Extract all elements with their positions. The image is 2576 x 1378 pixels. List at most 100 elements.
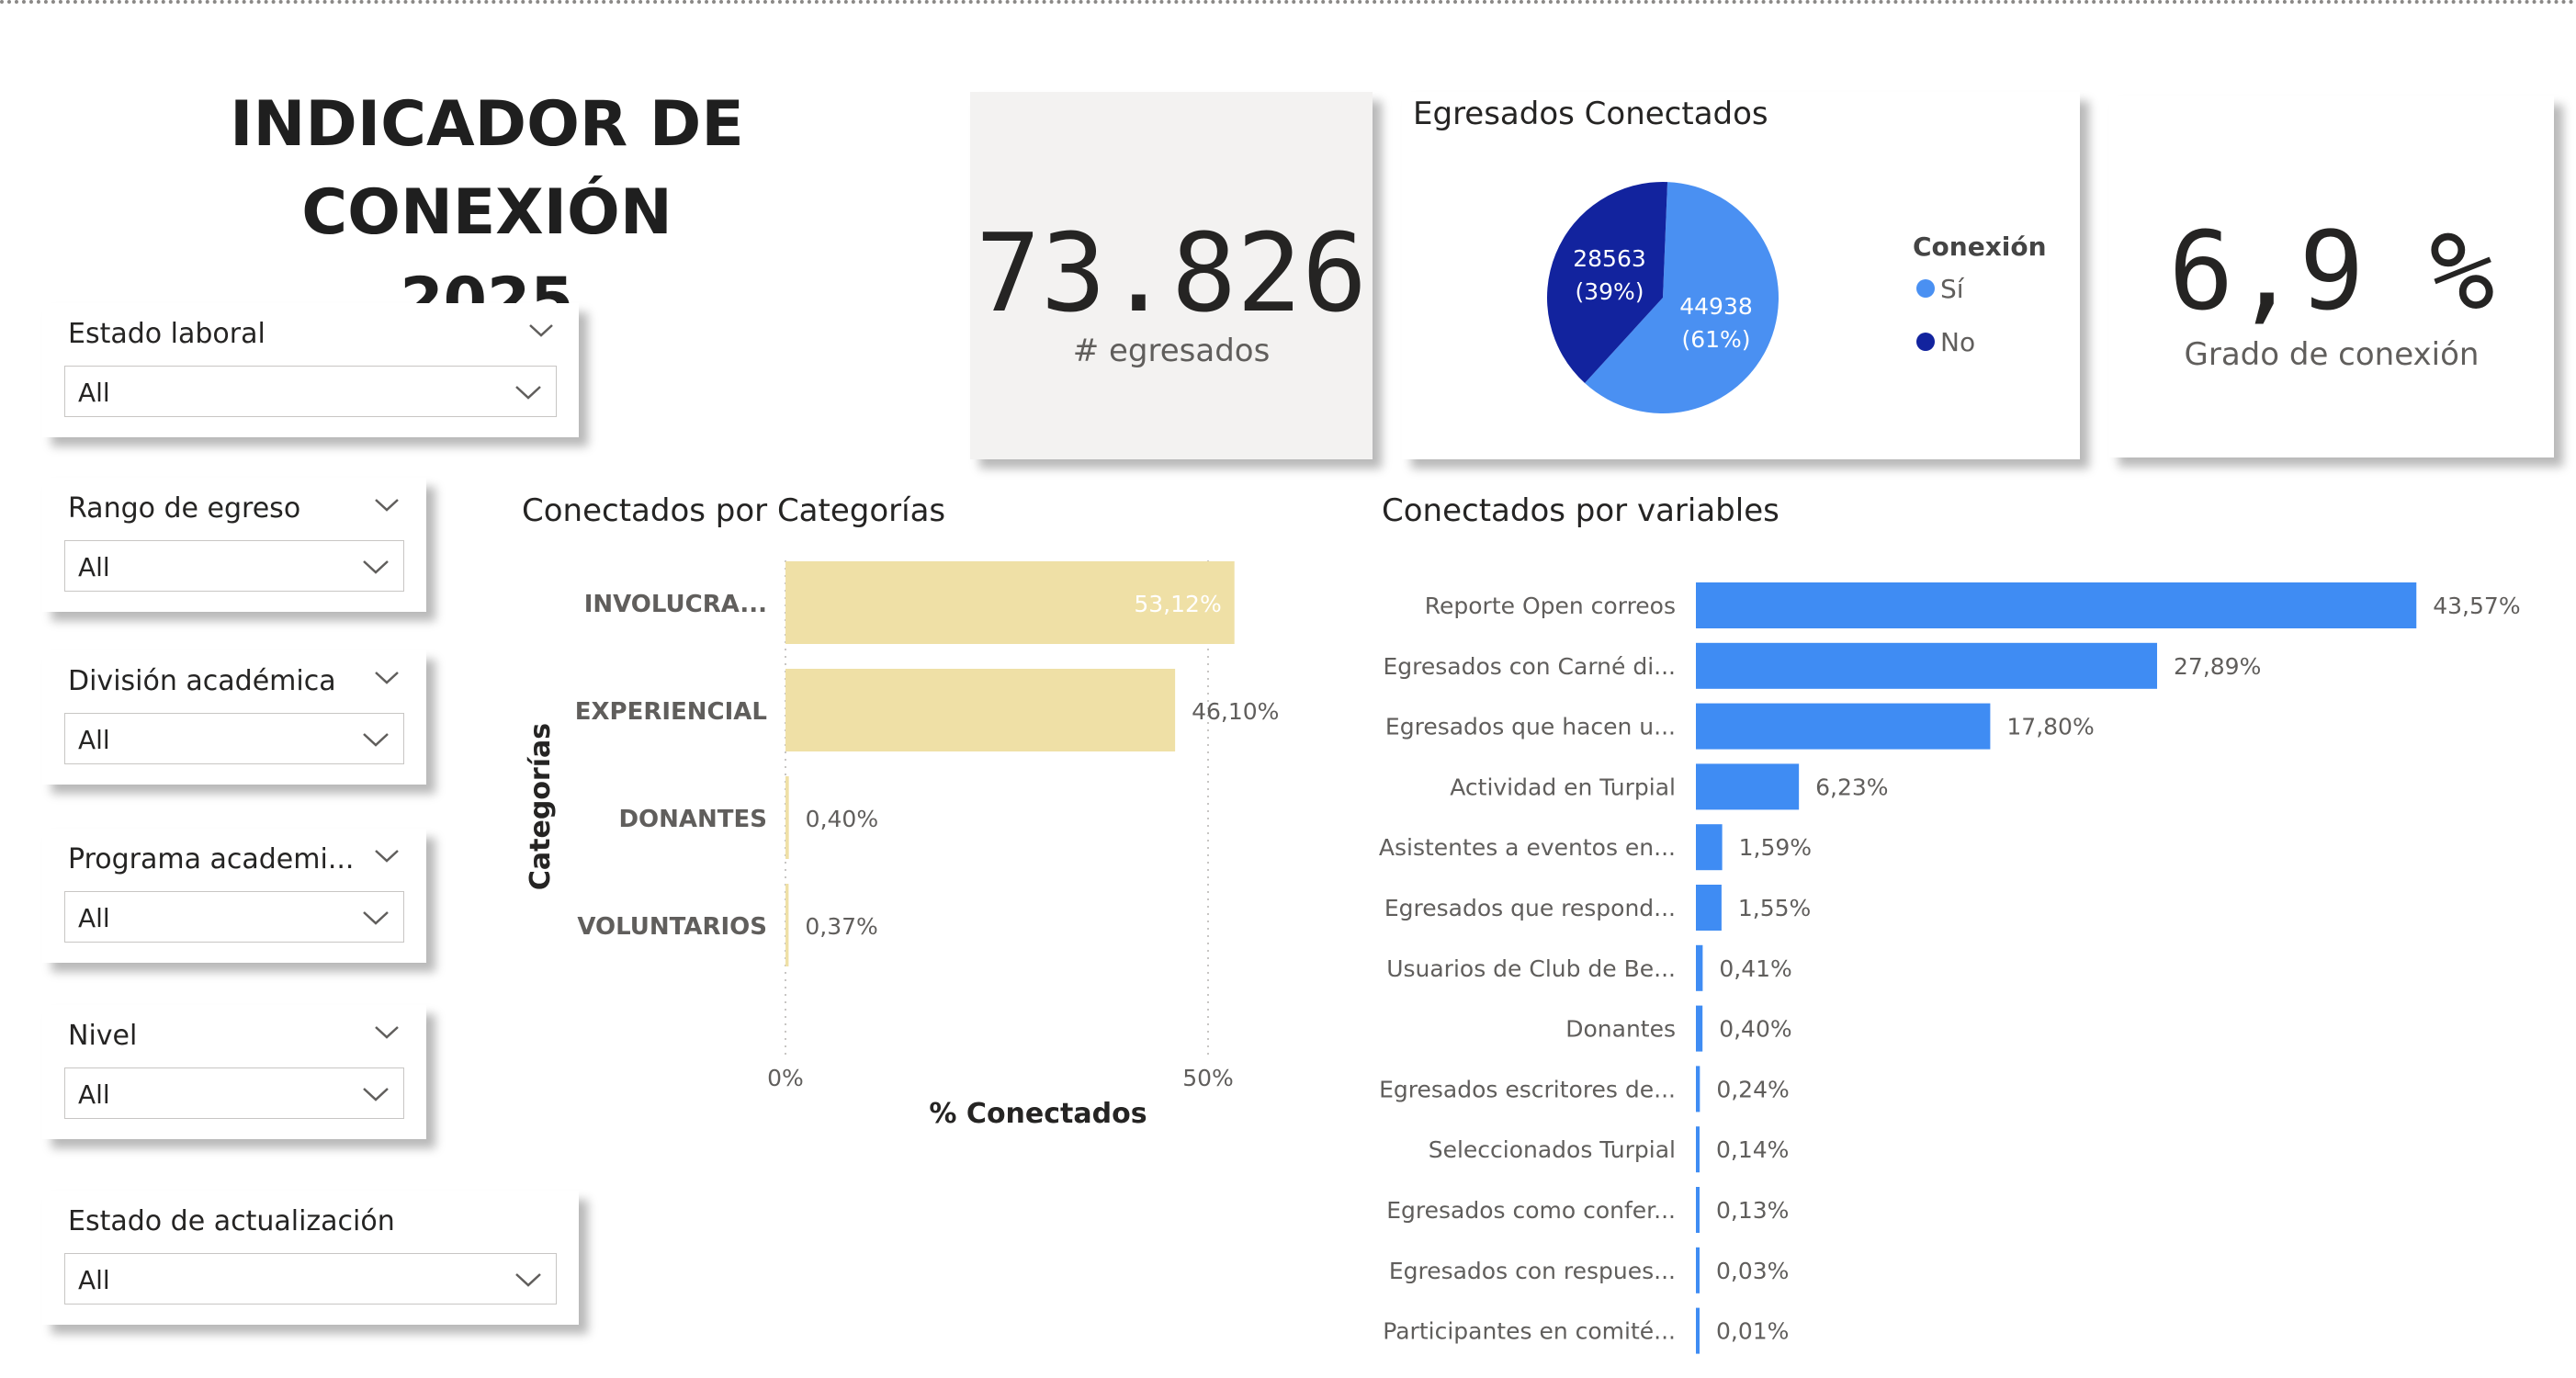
variables-bar[interactable] (1696, 1005, 1703, 1052)
variables-bar[interactable] (1696, 824, 1723, 871)
legend-si-label[interactable]: Sí (1940, 274, 1965, 304)
chevron-down-icon[interactable] (373, 845, 401, 865)
pie-slice-no[interactable] (1547, 182, 1668, 384)
slicer-title: Programa academi... (68, 843, 355, 875)
variables-value-label: 43,57% (2433, 593, 2520, 619)
slicer-title: Estado laboral (68, 318, 266, 350)
chevron-down-icon (363, 733, 389, 747)
categorias-y-label: INVOLUCRA... (584, 591, 767, 618)
variables-bar[interactable] (1696, 1247, 1700, 1293)
categorias-chart-title: Conectados por Categorías (522, 492, 946, 529)
slicer-rango-egreso: Rango de egreso All (42, 478, 426, 612)
chevron-down-icon (363, 1088, 389, 1101)
variables-bar[interactable] (1696, 1187, 1700, 1233)
chevron-down-icon[interactable] (373, 667, 401, 687)
slicer-value: All (78, 1265, 110, 1295)
variables-y-label: Actividad en Turpial (1450, 774, 1676, 800)
pie-label-si-pct: (61%) (1681, 326, 1750, 353)
kpi-egresados-value: 73.826 (975, 209, 1368, 336)
slicer-value: All (78, 378, 110, 408)
variables-chart-title: Conectados por variables (1382, 492, 1779, 529)
page-title-line1: INDICADOR DE CONEXIÓN (230, 88, 744, 249)
slicer-dropdown[interactable]: All (64, 891, 404, 943)
categorias-bar[interactable] (785, 884, 789, 966)
categorias-y-label: DONANTES (618, 806, 767, 833)
variables-y-label: Egresados escritores de... (1379, 1076, 1676, 1102)
slicer-division-academica: División académica All (42, 650, 426, 785)
chevron-down-icon (515, 386, 541, 400)
kpi-card-grado: 6,9 % Grado de conexión (2109, 96, 2554, 457)
variables-value-label: 6,23% (1815, 774, 1888, 800)
legend-si-marker (1916, 279, 1935, 298)
kpi-grado-value: 6,9 % (2168, 208, 2495, 334)
kpi-grado-label: Grado de conexión (2184, 336, 2480, 373)
variables-y-label: Reporte Open correos (1425, 593, 1676, 619)
slicer-dropdown[interactable]: All (64, 366, 557, 417)
variables-bar[interactable] (1696, 642, 2158, 689)
variables-value-label: 17,80% (2006, 714, 2094, 740)
chevron-down-icon[interactable] (373, 1022, 401, 1042)
variables-bar[interactable] (1696, 1126, 1700, 1173)
slicer-dropdown[interactable]: All (64, 713, 404, 764)
pie-label-no-pct: (39%) (1575, 278, 1644, 305)
pie-label-no-value: 28563 (1573, 245, 1646, 272)
variables-value-label: 0,24% (1716, 1076, 1789, 1102)
variables-y-label: Asistentes a eventos en... (1379, 834, 1676, 861)
slicer-dropdown[interactable]: All (64, 540, 404, 592)
slicer-dropdown[interactable]: All (64, 1067, 404, 1119)
variables-value-label: 0,14% (1716, 1136, 1789, 1163)
variables-bar[interactable] (1696, 763, 1800, 810)
categorias-bar[interactable] (785, 561, 1235, 644)
categorias-y-label: EXPERIENCIAL (575, 698, 767, 726)
pie-label-si-value: 44938 (1679, 293, 1753, 320)
chevron-down-icon (515, 1273, 541, 1287)
categorias-value-label: 0,40% (806, 806, 878, 832)
variables-y-label: Usuarios de Club de Be... (1386, 955, 1676, 982)
categorias-value-label: 53,12% (1134, 591, 1221, 617)
pie-card: Egresados Conectados 28563 (39%) 44938 (… (1402, 92, 2080, 459)
chevron-down-icon (363, 560, 389, 574)
top-border (0, 0, 2576, 4)
variables-y-label: Egresados con Carné di... (1383, 653, 1676, 680)
legend-no-marker (1916, 333, 1935, 351)
variables-y-label: Egresados que hacen u... (1385, 714, 1676, 740)
variables-bar-chart: Reporte Open correos 43,57% Egresados con … (1379, 582, 2521, 1354)
categorias-value-label: 46,10% (1192, 698, 1279, 725)
kpi-egresados-label: # egresados (1072, 333, 1271, 369)
pie-slice-si[interactable] (1585, 182, 1779, 413)
categorias-bar[interactable] (785, 669, 1176, 751)
variables-bar[interactable] (1696, 703, 1991, 750)
chevron-down-icon[interactable] (527, 320, 555, 340)
chevron-down-icon[interactable] (373, 494, 401, 514)
variables-y-label: Egresados como confer... (1386, 1197, 1676, 1224)
slicer-value: All (78, 903, 110, 933)
variables-value-label: 0,01% (1716, 1318, 1789, 1345)
variables-bar[interactable] (1696, 582, 2417, 628)
variables-bar[interactable] (1696, 944, 1703, 991)
variables-bar[interactable] (1696, 1307, 1700, 1354)
slicer-programa-academico: Programa academi... All (42, 829, 426, 963)
variables-bar[interactable] (1696, 1066, 1700, 1113)
categorias-bar[interactable] (785, 776, 789, 859)
categorias-x-tick: 0% (767, 1065, 804, 1091)
slicer-title: Nivel (68, 1020, 138, 1052)
variables-y-label: Egresados con respues... (1389, 1258, 1676, 1284)
pie-title: Egresados Conectados (1413, 96, 1768, 132)
variables-value-label: 1,55% (1738, 895, 1811, 921)
slicer-value: All (78, 552, 110, 582)
categorias-value-label: 0,37% (805, 913, 877, 940)
slicer-value: All (78, 1079, 110, 1110)
slicer-nivel: Nivel All (42, 1005, 426, 1139)
categorias-bar-chart: 0% 50% INVOLUCRA... 53,12% EXPERIENCIAL 46,1… (525, 560, 1279, 1130)
variables-value-label: 0,41% (1719, 955, 1791, 982)
variables-value-label: 0,13% (1716, 1197, 1789, 1224)
slicer-value: All (78, 725, 110, 755)
slicer-dropdown[interactable]: All (64, 1253, 557, 1305)
variables-y-label: Participantes en comité... (1383, 1318, 1676, 1345)
categorias-x-axis-title: % Conectados (929, 1098, 1147, 1130)
slicer-title: División académica (68, 665, 336, 697)
legend-no-label[interactable]: No (1940, 327, 1975, 357)
slicer-title: Rango de egreso (68, 492, 301, 525)
variables-bar[interactable] (1696, 885, 1722, 931)
variables-value-label: 1,59% (1739, 834, 1812, 861)
